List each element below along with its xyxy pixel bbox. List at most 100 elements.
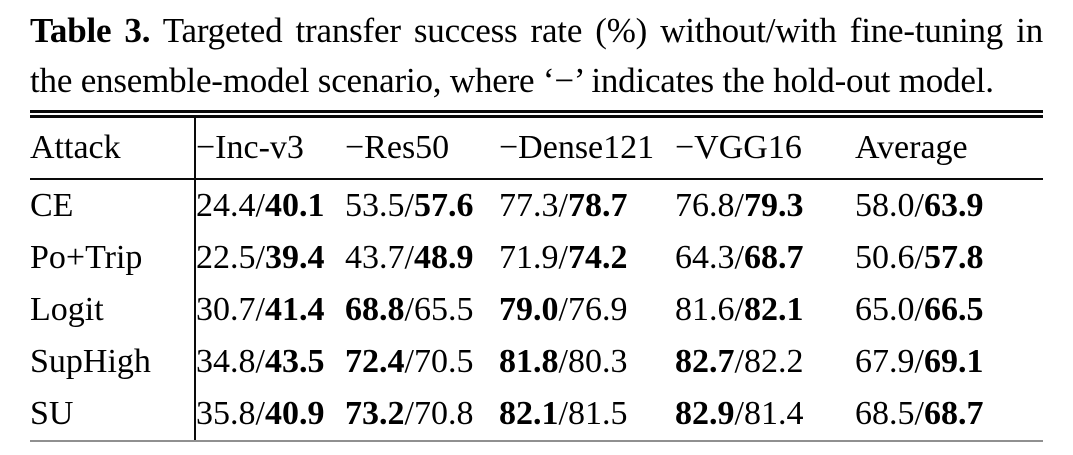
rate-with-finetuning: 65.5 bbox=[413, 291, 474, 328]
rate-without-finetuning: 76.8 bbox=[675, 187, 735, 224]
attack-label: Logit bbox=[30, 284, 196, 336]
rate-with-finetuning: 69.1 bbox=[923, 343, 984, 380]
rate-with-finetuning: 57.8 bbox=[923, 239, 984, 276]
paper-page-excerpt: Table 3. Targeted transfer success rate … bbox=[0, 6, 1073, 455]
success-rate-cell: 50.6/57.8 bbox=[855, 239, 984, 276]
success-rate-cell: 43.7/48.9 bbox=[345, 239, 474, 276]
success-rate-cell: 30.7/41.4 bbox=[196, 291, 325, 328]
attack-label: CE bbox=[30, 179, 196, 232]
table-caption: Table 3. Targeted transfer success rate … bbox=[30, 6, 1043, 106]
column-header-res50: −Res50 bbox=[345, 118, 499, 180]
rate-with-finetuning: 66.5 bbox=[923, 291, 984, 328]
table-body: CE 24.4/40.1 53.5/57.6 77.3/78.7 76.8/79.3 58… bbox=[30, 179, 1043, 440]
success-rate-cell: 82.7/82.2 bbox=[675, 343, 804, 380]
success-rate-cell: 34.8/43.5 bbox=[196, 343, 325, 380]
table-row-logit: Logit 30.7/41.4 68.8/65.5 79.0/76.9 81.6/82.… bbox=[30, 284, 1043, 336]
success-rate-cell: 81.6/82.1 bbox=[675, 291, 804, 328]
rate-without-finetuning: 30.7 bbox=[196, 291, 256, 328]
rate-with-finetuning: 48.9 bbox=[413, 239, 474, 276]
rate-without-finetuning: 68.8 bbox=[345, 291, 405, 328]
rate-with-finetuning: 39.4 bbox=[264, 239, 325, 276]
rate-with-finetuning: 82.1 bbox=[743, 291, 804, 328]
success-rate-cell: 67.9/69.1 bbox=[855, 343, 984, 380]
column-header-average: Average bbox=[855, 118, 1043, 180]
rate-with-finetuning: 68.7 bbox=[923, 395, 984, 432]
table-caption-label: Table 3. bbox=[30, 11, 151, 50]
success-rate-cell: 35.8/40.9 bbox=[196, 395, 325, 432]
rate-with-finetuning: 43.5 bbox=[264, 343, 325, 380]
rate-with-finetuning: 80.3 bbox=[567, 343, 628, 380]
rate-with-finetuning: 79.3 bbox=[743, 187, 804, 224]
table-bottom-rule bbox=[30, 440, 1043, 442]
table-row-ce: CE 24.4/40.1 53.5/57.6 77.3/78.7 76.8/79.3 58… bbox=[30, 179, 1043, 232]
rate-without-finetuning: 79.0 bbox=[499, 291, 559, 328]
success-rate-cell: 71.9/74.2 bbox=[499, 239, 628, 276]
success-rate-cell: 79.0/76.9 bbox=[499, 291, 628, 328]
success-rate-cell: 24.4/40.1 bbox=[196, 187, 325, 224]
success-rate-cell: 22.5/39.4 bbox=[196, 239, 325, 276]
table-header-row: Attack −Inc-v3 −Res50 −Dense121 −VGG16 Averag… bbox=[30, 118, 1043, 180]
success-rate-cell: 65.0/66.5 bbox=[855, 291, 984, 328]
table-row-suphigh: SupHigh 34.8/43.5 72.4/70.5 81.8/80.3 82.7/8… bbox=[30, 336, 1043, 388]
rate-without-finetuning: 82.1 bbox=[499, 395, 559, 432]
rate-without-finetuning: 81.6 bbox=[675, 291, 735, 328]
success-rate-cell: 64.3/68.7 bbox=[675, 239, 804, 276]
rate-without-finetuning: 34.8 bbox=[196, 343, 256, 380]
rate-with-finetuning: 82.2 bbox=[743, 343, 804, 380]
rate-with-finetuning: 70.5 bbox=[413, 343, 474, 380]
table-header: Attack −Inc-v3 −Res50 −Dense121 −VGG16 Averag… bbox=[30, 118, 1043, 180]
rate-with-finetuning: 76.9 bbox=[567, 291, 628, 328]
rate-with-finetuning: 81.4 bbox=[743, 395, 804, 432]
rate-with-finetuning: 81.5 bbox=[567, 395, 628, 432]
rate-with-finetuning: 57.6 bbox=[413, 187, 474, 224]
success-rate-cell: 81.8/80.3 bbox=[499, 343, 628, 380]
rate-with-finetuning: 63.9 bbox=[923, 187, 984, 224]
results-table-container: Attack −Inc-v3 −Res50 −Dense121 −VGG16 Averag… bbox=[30, 110, 1043, 442]
column-header-attack: Attack bbox=[30, 118, 196, 180]
rate-without-finetuning: 67.9 bbox=[855, 343, 915, 380]
rate-with-finetuning: 68.7 bbox=[743, 239, 804, 276]
rate-without-finetuning: 68.5 bbox=[855, 395, 915, 432]
table-top-double-rule bbox=[30, 110, 1043, 118]
attack-label: Po+Trip bbox=[30, 232, 196, 284]
success-rate-cell: 68.8/65.5 bbox=[345, 291, 474, 328]
success-rate-cell: 76.8/79.3 bbox=[675, 187, 804, 224]
rate-with-finetuning: 41.4 bbox=[264, 291, 325, 328]
success-rate-cell: 53.5/57.6 bbox=[345, 187, 474, 224]
success-rate-cell: 68.5/68.7 bbox=[855, 395, 984, 432]
rate-with-finetuning: 78.7 bbox=[567, 187, 628, 224]
rate-with-finetuning: 40.9 bbox=[264, 395, 325, 432]
rate-with-finetuning: 74.2 bbox=[567, 239, 628, 276]
rate-without-finetuning: 58.0 bbox=[855, 187, 915, 224]
rate-without-finetuning: 35.8 bbox=[196, 395, 256, 432]
rate-without-finetuning: 81.8 bbox=[499, 343, 559, 380]
success-rate-cell: 82.9/81.4 bbox=[675, 395, 804, 432]
rate-without-finetuning: 82.7 bbox=[675, 343, 735, 380]
rate-without-finetuning: 65.0 bbox=[855, 291, 915, 328]
table-row-su: SU 35.8/40.9 73.2/70.8 82.1/81.5 82.9/81.4 68… bbox=[30, 388, 1043, 440]
rate-with-finetuning: 70.8 bbox=[413, 395, 474, 432]
column-header-vgg16: −VGG16 bbox=[675, 118, 855, 180]
rate-without-finetuning: 50.6 bbox=[855, 239, 915, 276]
success-rate-cell: 72.4/70.5 bbox=[345, 343, 474, 380]
rate-with-finetuning: 40.1 bbox=[264, 187, 325, 224]
table-row-potrip: Po+Trip 22.5/39.4 43.7/48.9 71.9/74.2 64.3/6… bbox=[30, 232, 1043, 284]
rate-without-finetuning: 72.4 bbox=[345, 343, 405, 380]
attack-label: SupHigh bbox=[30, 336, 196, 388]
success-rate-cell: 77.3/78.7 bbox=[499, 187, 628, 224]
rate-without-finetuning: 73.2 bbox=[345, 395, 405, 432]
success-rate-cell: 82.1/81.5 bbox=[499, 395, 628, 432]
column-header-incv3: −Inc-v3 bbox=[195, 118, 345, 180]
rate-without-finetuning: 82.9 bbox=[675, 395, 735, 432]
rate-without-finetuning: 22.5 bbox=[196, 239, 256, 276]
rate-without-finetuning: 53.5 bbox=[345, 187, 405, 224]
table-caption-text: Targeted transfer success rate (%) witho… bbox=[30, 11, 1043, 100]
rate-without-finetuning: 64.3 bbox=[675, 239, 735, 276]
rate-without-finetuning: 24.4 bbox=[196, 187, 256, 224]
attack-label: SU bbox=[30, 388, 196, 440]
success-rate-cell: 58.0/63.9 bbox=[855, 187, 984, 224]
success-rate-cell: 73.2/70.8 bbox=[345, 395, 474, 432]
results-table: Attack −Inc-v3 −Res50 −Dense121 −VGG16 Averag… bbox=[30, 118, 1043, 440]
rate-without-finetuning: 77.3 bbox=[499, 187, 559, 224]
column-header-dense121: −Dense121 bbox=[499, 118, 675, 180]
